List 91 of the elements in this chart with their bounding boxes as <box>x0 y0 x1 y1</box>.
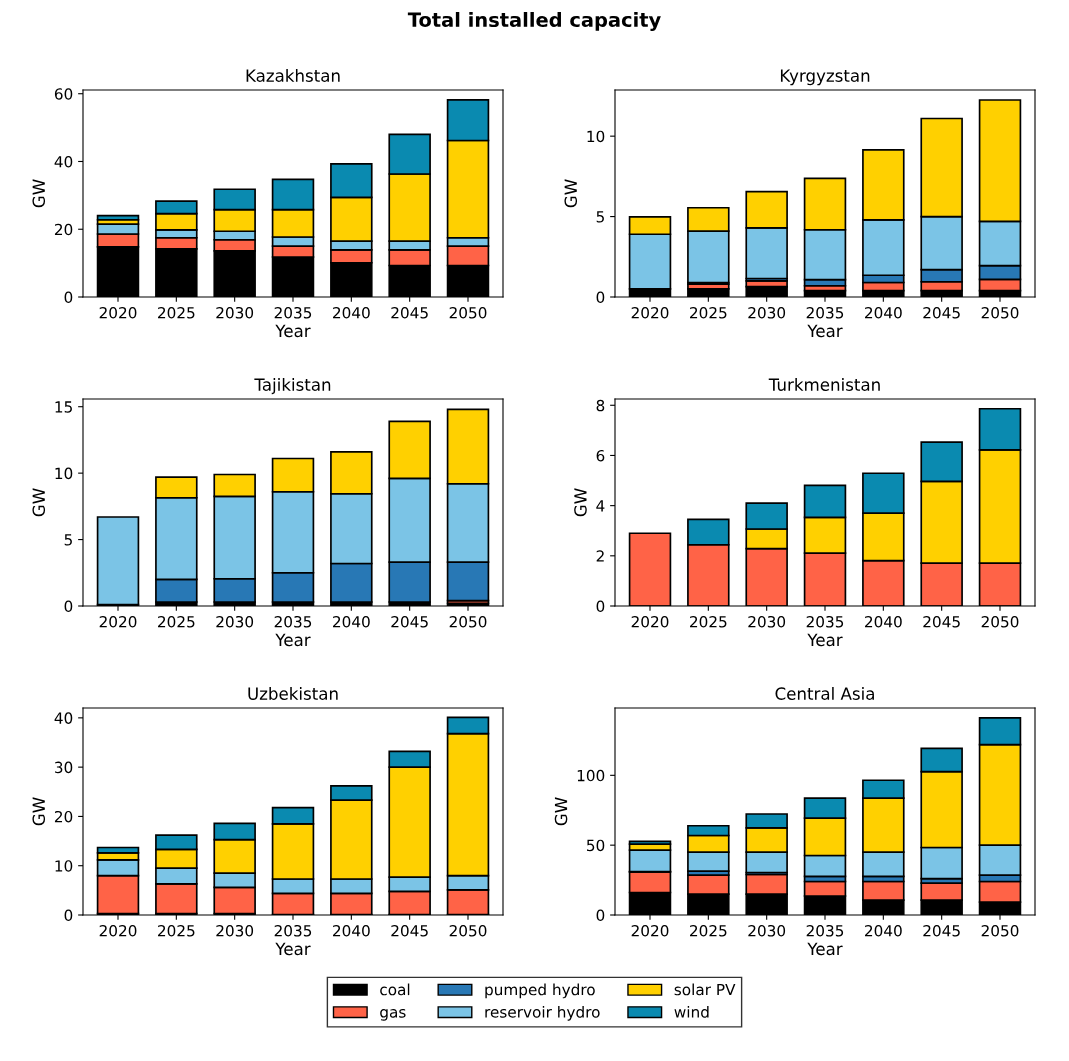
x-axis-title: Year <box>275 324 311 338</box>
x-tick-label: 2035 <box>806 924 844 937</box>
x-tick-label: 2030 <box>748 615 786 628</box>
legend-label: reservoir hydro <box>485 1005 600 1021</box>
y-tick-label: 10 <box>55 860 73 872</box>
x-tick-label: 2040 <box>865 615 902 628</box>
x-tick-label: 2020 <box>631 306 669 319</box>
y-axis-title: GW <box>32 797 46 826</box>
x-tick-label: 2050 <box>449 306 487 319</box>
chart-title: Tajikistan <box>254 378 331 395</box>
x-tick-label: 2020 <box>631 924 669 937</box>
x-tick-label: 2045 <box>923 306 960 319</box>
x-axis-title: Year <box>807 324 843 338</box>
y-tick-label: 6 <box>596 449 605 462</box>
x-tick-label: 2050 <box>981 615 1019 628</box>
y-tick-label: 20 <box>54 810 73 823</box>
y-tick-label: 20 <box>54 223 73 236</box>
y-axis-title: GW <box>32 179 46 208</box>
y-tick-label: 4 <box>596 500 605 512</box>
y-tick-label: 60 <box>54 88 73 100</box>
x-tick-label: 2045 <box>391 615 428 628</box>
y-tick-label: 50 <box>587 839 605 852</box>
x-tick-label: 2040 <box>865 924 902 937</box>
x-tick-label: 2030 <box>748 306 786 319</box>
x-tick-label: 2035 <box>274 924 312 937</box>
y-tick-label: 100 <box>577 769 605 782</box>
x-tick-label: 2020 <box>99 924 137 937</box>
legend-label: pumped hydro <box>485 983 595 999</box>
x-tick-label: 2025 <box>158 924 195 937</box>
x-tick-label: 2020 <box>99 306 137 319</box>
x-tick-label: 2035 <box>806 306 844 319</box>
y-tick-label: 40 <box>54 712 73 724</box>
x-tick-label: 2020 <box>99 615 137 628</box>
y-axis-title: GW <box>554 797 568 826</box>
x-tick-label: 2025 <box>158 615 195 628</box>
y-tick-label: 0 <box>64 909 73 922</box>
x-tick-label: 2035 <box>274 615 312 628</box>
x-tick-label: 2040 <box>333 306 370 319</box>
x-tick-label: 2045 <box>391 924 428 937</box>
x-tick-label: 2025 <box>690 924 727 937</box>
x-tick-label: 2045 <box>923 615 960 628</box>
x-tick-label: 2035 <box>806 615 844 628</box>
legend-label: gas <box>380 1008 406 1021</box>
x-tick-label: 2030 <box>216 306 254 319</box>
x-tick-label: 2045 <box>391 306 428 319</box>
y-tick-label: 0 <box>596 600 605 613</box>
y-tick-label: 10 <box>587 130 605 143</box>
x-tick-label: 2050 <box>449 615 487 628</box>
y-tick-label: 30 <box>55 761 73 774</box>
x-tick-label: 2040 <box>333 924 370 937</box>
chart-title: Central Asia <box>775 687 874 700</box>
x-tick-label: 2040 <box>333 615 370 628</box>
x-tick-label: 2050 <box>981 306 1019 319</box>
x-tick-label: 2025 <box>158 306 195 319</box>
x-axis-title: Year <box>275 633 311 647</box>
legend-label: coal <box>380 983 410 996</box>
legend-label: solar PV <box>674 983 736 996</box>
y-axis-title: GW <box>564 179 578 208</box>
y-tick-label: 40 <box>54 155 73 168</box>
legend-label: wind <box>674 1005 709 1018</box>
x-axis-title: Year <box>275 942 311 956</box>
x-axis-title: Year <box>807 942 843 956</box>
x-axis-title: Year <box>807 633 843 647</box>
chart-title: Kyrgyzstan <box>780 69 870 86</box>
x-tick-label: 2025 <box>690 615 727 628</box>
x-tick-label: 2035 <box>274 306 312 319</box>
chart-title: Uzbekistan <box>248 687 338 700</box>
chart-title: Kazakhstan <box>246 69 340 82</box>
x-tick-label: 2040 <box>865 306 902 319</box>
y-tick-label: 5 <box>64 534 72 546</box>
x-tick-label: 2030 <box>216 924 254 937</box>
x-tick-label: 2045 <box>923 924 960 937</box>
x-tick-label: 2020 <box>631 615 669 628</box>
y-tick-label: 0 <box>596 909 605 922</box>
y-axis-title: GW <box>574 488 587 517</box>
y-tick-label: 0 <box>64 291 73 304</box>
x-tick-label: 2030 <box>748 924 786 937</box>
x-tick-label: 2030 <box>216 615 254 628</box>
x-tick-label: 2050 <box>449 924 487 937</box>
y-tick-label: 2 <box>596 550 604 562</box>
chart-title: Turkmenistan <box>768 378 880 391</box>
y-tick-label: 0 <box>64 600 73 613</box>
y-tick-label: 15 <box>55 401 72 413</box>
y-tick-label: 10 <box>55 467 73 480</box>
y-tick-label: 5 <box>596 211 604 223</box>
y-axis-title: GW <box>32 488 46 517</box>
x-tick-label: 2050 <box>981 924 1019 937</box>
x-tick-label: 2025 <box>690 306 727 319</box>
text: Total installed capacity <box>407 12 661 31</box>
y-tick-label: 8 <box>596 399 605 412</box>
y-tick-label: 0 <box>596 291 605 304</box>
